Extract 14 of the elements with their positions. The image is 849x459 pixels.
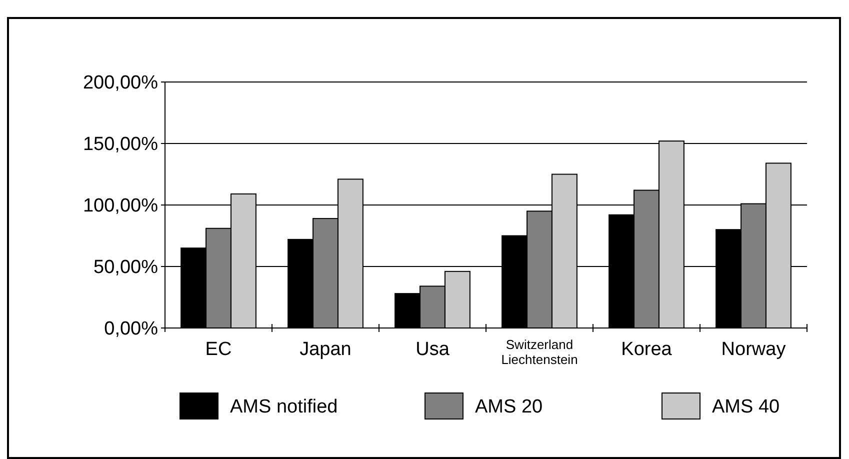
legend-label: AMS notified	[230, 396, 338, 418]
x-tick-label: Usa	[416, 339, 450, 360]
x-tick-label: Korea	[621, 339, 672, 360]
y-tick-label: 50,00%	[94, 257, 158, 278]
y-tick-label: 200,00%	[82, 72, 158, 94]
legend-label: AMS 40	[712, 396, 780, 418]
x-tick-label: EC	[205, 339, 232, 360]
y-tick-label: 100,00%	[82, 196, 158, 217]
x-tick-label: Norway	[721, 339, 786, 360]
legend-label: AMS 20	[475, 396, 543, 418]
x-tick-label: Switzerland Liechtenstein	[501, 337, 578, 367]
y-tick-label: 150,00%	[82, 134, 158, 156]
y-tick-label: 0,00%	[104, 318, 158, 340]
x-tick-label: Japan	[300, 339, 352, 360]
